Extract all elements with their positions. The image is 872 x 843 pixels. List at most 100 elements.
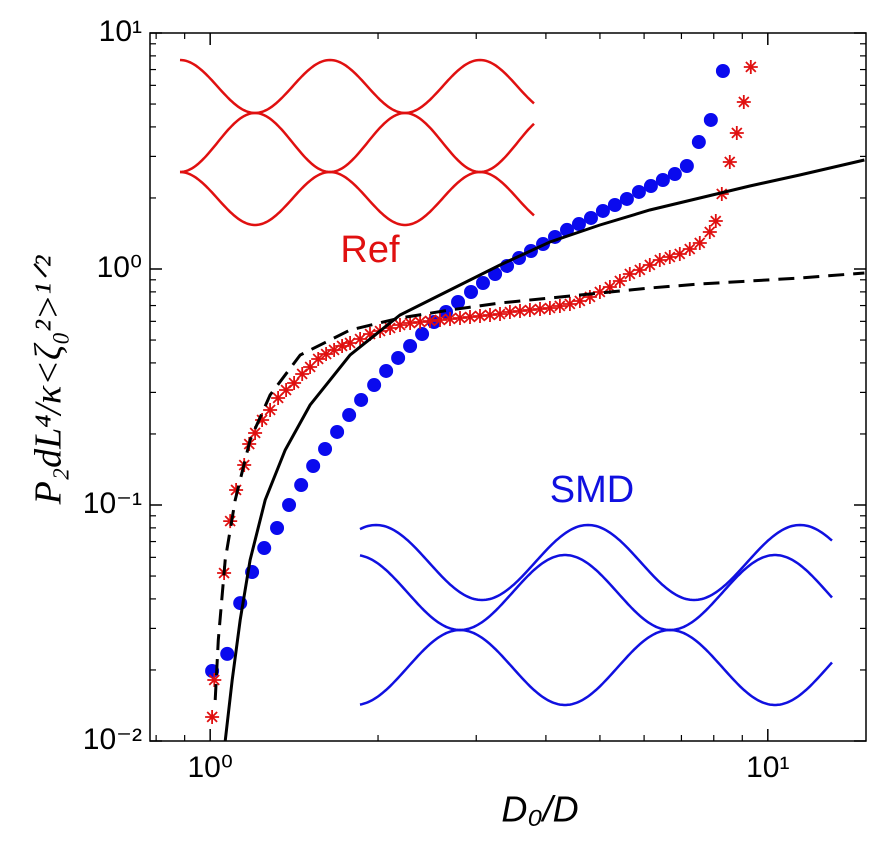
point (443, 312, 457, 326)
point (702, 225, 717, 239)
ref-inset-curve (179, 170, 535, 227)
point (632, 263, 647, 277)
y-tick-label: 10¹ (99, 15, 142, 48)
point (343, 336, 358, 350)
point (552, 299, 567, 313)
point (391, 350, 406, 365)
point (415, 327, 430, 342)
point (451, 295, 466, 310)
point (229, 483, 244, 497)
point (619, 191, 634, 206)
point (736, 95, 751, 109)
point (692, 236, 707, 250)
point (403, 338, 418, 353)
annotation: Ref (340, 229, 400, 271)
point (319, 347, 334, 361)
plot-frame (149, 32, 867, 742)
point (642, 258, 657, 272)
point (279, 383, 294, 397)
point (248, 426, 263, 440)
point (672, 247, 687, 261)
point (335, 339, 350, 353)
x-axis-label: D₀/D (501, 789, 578, 830)
point (607, 198, 622, 213)
point (263, 403, 278, 417)
point (379, 363, 394, 378)
annotation: SMD (550, 469, 634, 511)
point (522, 303, 537, 317)
y-tick-label: 10⁻¹ (83, 487, 142, 520)
point (353, 332, 368, 346)
point (342, 408, 357, 423)
point (282, 498, 297, 512)
ref-inset-curve (179, 111, 535, 174)
point (493, 307, 507, 321)
point (303, 360, 318, 374)
point (483, 308, 497, 322)
point (311, 352, 326, 366)
point (572, 294, 587, 308)
point (257, 541, 272, 556)
curve (223, 158, 865, 741)
point (423, 314, 437, 328)
point (592, 285, 607, 299)
point (622, 267, 637, 281)
smd-inset-curve (359, 523, 833, 602)
point (330, 424, 345, 439)
point (643, 179, 658, 194)
point (542, 301, 557, 315)
point (582, 290, 597, 304)
point (433, 313, 447, 327)
point (612, 274, 627, 288)
smd-inset-curve (359, 628, 833, 707)
point (513, 304, 527, 318)
point (571, 217, 586, 232)
point (255, 413, 270, 427)
point (662, 250, 677, 264)
point (631, 184, 646, 199)
point (583, 210, 598, 225)
point (295, 367, 310, 381)
point (679, 158, 694, 173)
point (327, 343, 342, 357)
point (403, 316, 418, 330)
point (463, 310, 477, 324)
point (533, 302, 547, 316)
point (294, 478, 309, 493)
curve (213, 271, 865, 701)
ref-inset-curve (179, 58, 535, 115)
point (708, 214, 723, 228)
point (729, 126, 744, 140)
point (715, 64, 730, 79)
point (306, 459, 321, 474)
point (453, 311, 467, 325)
point (562, 297, 577, 311)
point (655, 172, 670, 187)
x-tick-label: 10⁰ (187, 751, 232, 784)
point (473, 309, 487, 323)
point (682, 242, 697, 256)
y-tick-label: 10⁰ (97, 251, 142, 284)
smd-inset-curve (359, 553, 833, 632)
point (595, 203, 610, 218)
point (287, 376, 302, 390)
point (367, 378, 382, 393)
point (464, 284, 479, 299)
point (207, 673, 222, 687)
point (502, 305, 517, 319)
point (270, 520, 285, 535)
point (667, 167, 682, 182)
x-tick-label: 10¹ (746, 751, 789, 784)
y-axis-label: P₂dL⁴/κ<ζ₀²>¹ᐟ² (28, 255, 70, 505)
point (691, 135, 706, 150)
point (743, 60, 758, 74)
point (363, 327, 377, 341)
point (413, 315, 428, 329)
point (722, 155, 737, 169)
point (383, 321, 398, 335)
point (652, 253, 667, 267)
point (393, 318, 407, 332)
point (703, 112, 718, 127)
point (318, 441, 333, 456)
